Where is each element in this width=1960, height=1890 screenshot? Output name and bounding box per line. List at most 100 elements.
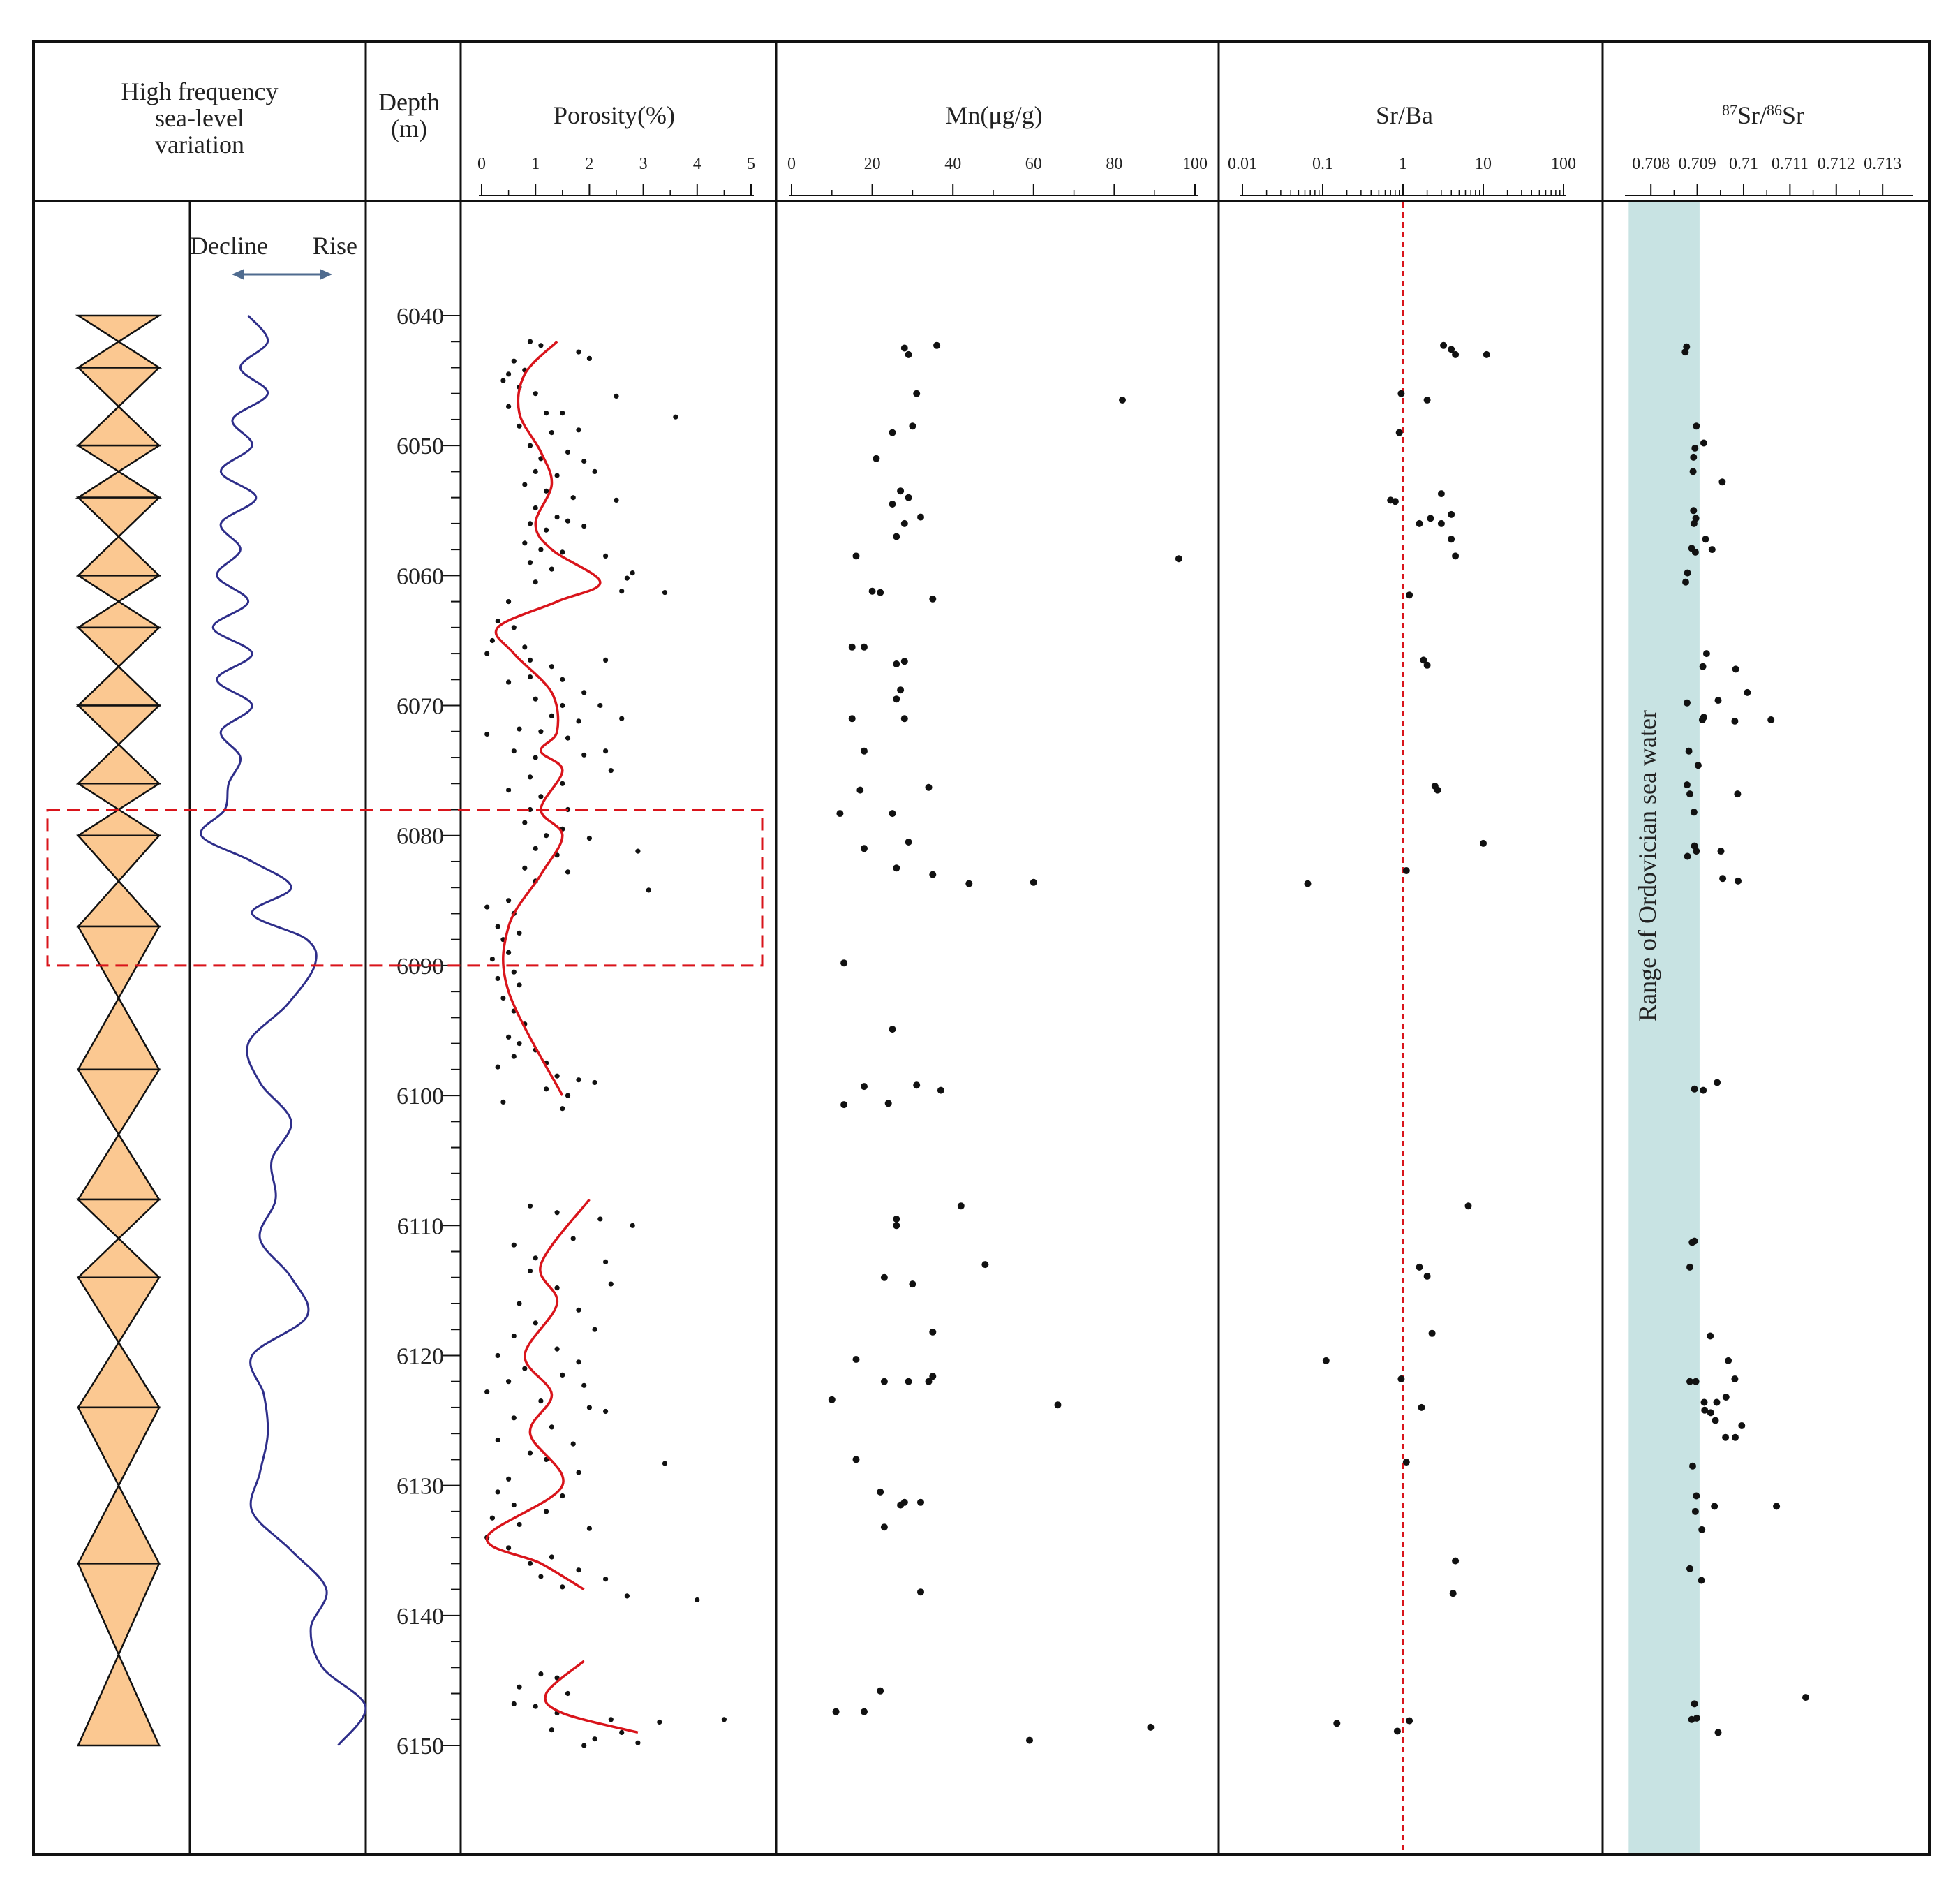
data-point	[506, 898, 512, 903]
data-point	[506, 371, 512, 377]
data-point	[925, 783, 933, 791]
data-point	[1402, 867, 1410, 874]
data-point	[517, 1684, 522, 1690]
data-point	[511, 969, 517, 975]
data-point	[1333, 1720, 1341, 1727]
data-point	[1026, 1736, 1033, 1744]
data-point	[517, 1301, 522, 1306]
outer-border	[32, 40, 1931, 1856]
data-point	[1735, 877, 1742, 885]
data-point	[1689, 468, 1697, 475]
data-point	[917, 513, 924, 521]
data-point	[1732, 665, 1739, 673]
x-tick-label: 0.709	[1679, 155, 1716, 173]
arrow-right-head	[320, 269, 332, 280]
data-point	[880, 1273, 888, 1281]
data-point	[861, 747, 868, 755]
seq-title-line3: variation	[155, 131, 244, 158]
data-point	[1684, 699, 1691, 707]
seq-title-line2: sea-level	[155, 104, 244, 132]
data-point	[511, 625, 517, 630]
data-point	[538, 1671, 544, 1677]
data-point	[544, 1086, 549, 1092]
data-point	[527, 1560, 533, 1566]
cycle-triangle-up	[76, 996, 161, 1071]
panel-mn: 0 20 40 60 80 100	[787, 155, 1208, 1744]
data-point	[635, 1740, 641, 1745]
data-point	[586, 1405, 593, 1410]
data-point	[1718, 478, 1726, 486]
panel-porosity: 0 1 2 3 4 5	[477, 155, 755, 1748]
depth-tick-label: 6060	[396, 563, 444, 589]
data-point	[554, 473, 560, 478]
cycle-triangle-down	[75, 444, 163, 473]
data-point	[565, 449, 571, 455]
data-point	[1700, 1086, 1707, 1094]
data-point	[913, 390, 921, 397]
data-point	[1694, 762, 1702, 769]
data-point	[1693, 1714, 1700, 1722]
cycle-triangle-up	[77, 1652, 161, 1747]
data-point	[1416, 519, 1423, 527]
data-point	[1691, 1700, 1698, 1708]
data-point	[836, 810, 844, 818]
data-point	[1423, 397, 1431, 404]
data-point	[1418, 1403, 1425, 1411]
x-tick-label: 4	[693, 155, 701, 173]
data-point	[1691, 842, 1698, 850]
cycle-triangle-up	[75, 600, 163, 629]
data-point	[522, 820, 528, 825]
data-point	[909, 422, 916, 430]
data-point	[1731, 1375, 1739, 1382]
data-point	[1713, 1398, 1721, 1406]
data-point	[1147, 1723, 1155, 1731]
data-point	[981, 1261, 989, 1269]
data-point	[533, 755, 538, 760]
data-point	[554, 1285, 560, 1291]
data-point	[484, 1389, 490, 1395]
data-point	[900, 658, 908, 665]
porosity-title: Porosity(%)	[554, 101, 675, 129]
data-point	[1397, 1375, 1405, 1382]
data-point	[1682, 578, 1689, 586]
data-point	[549, 566, 555, 572]
data-point	[889, 1026, 896, 1033]
data-point	[538, 343, 544, 348]
data-point	[1725, 1357, 1732, 1364]
data-point	[506, 1476, 512, 1482]
srba-title: Sr/Ba	[1376, 101, 1433, 129]
x-tick-label: 80	[1106, 155, 1122, 173]
data-point	[1690, 507, 1698, 515]
data-point	[1707, 1332, 1714, 1340]
data-point	[517, 982, 522, 988]
data-point	[1693, 422, 1700, 430]
x-tick-label: 0	[787, 155, 796, 173]
data-point	[1434, 786, 1441, 794]
data-point	[624, 575, 630, 581]
data-point	[586, 835, 593, 841]
x-tick-label: 100	[1182, 155, 1208, 173]
data-point	[506, 788, 512, 793]
band-label: Range of Ordovician sea water	[1633, 710, 1661, 1021]
data-point	[1732, 1433, 1739, 1441]
data-point	[1717, 848, 1725, 855]
data-point	[900, 344, 908, 352]
depth-tick-label: 6120	[396, 1343, 444, 1369]
panel-87sr-86sr: 0.708 0.709 0.71 0.711 0.712 0.713	[1625, 155, 1913, 1736]
data-point	[581, 524, 587, 529]
data-point	[630, 570, 635, 576]
data-point	[576, 1307, 581, 1313]
data-point	[581, 458, 587, 464]
sr-isotope-title: 87Sr/86Sr	[1722, 101, 1804, 129]
data-point	[522, 1366, 528, 1371]
data-point	[560, 549, 565, 555]
data-point	[544, 1509, 549, 1514]
data-point	[893, 1222, 900, 1230]
data-point	[897, 487, 905, 495]
data-point	[538, 1398, 544, 1404]
data-point	[1719, 875, 1727, 883]
data-point	[603, 553, 609, 559]
arrow-left-head	[232, 269, 244, 280]
data-point	[511, 1242, 517, 1248]
